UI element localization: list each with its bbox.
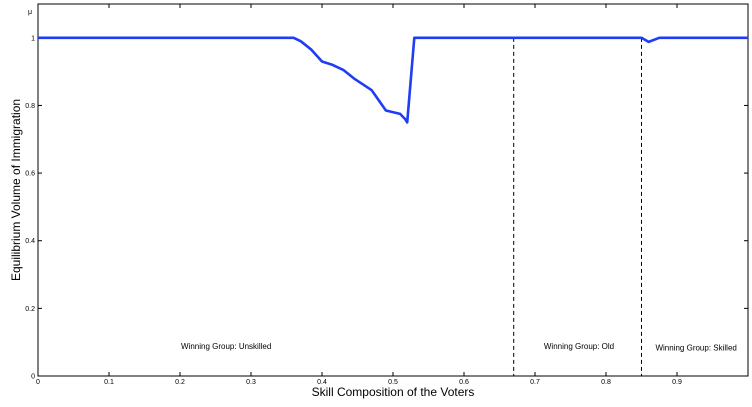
y-axis-title: Equilibrium Volume of Immigration (9, 99, 23, 281)
y-tick-label: 0.2 (25, 306, 35, 313)
axis-ticks: 0 0.1 0.2 0.3 0.4 0.5 0.6 0.7 0.8 0.9 0 0.2 0.4 0.6 0.… (25, 4, 748, 386)
annotations: Winning Group: Unskilled Winning Group: O… (181, 342, 737, 353)
series-group (38, 36, 748, 124)
x-tick-label: 0.1 (104, 379, 114, 386)
series-line (38, 36, 748, 124)
x-tick-label: 0 (36, 379, 40, 386)
x-tick-label: 0.9 (672, 379, 682, 386)
y-tick-label: 0.8 (25, 103, 35, 110)
winning-group-label: Winning Group: Old (544, 342, 614, 351)
y-tick-label: 1 (31, 35, 35, 42)
y-tick-label: 0.6 (25, 171, 35, 178)
winning-group-label: Winning Group: Unskilled (181, 342, 271, 351)
x-axis-title: Skill Composition of the Voters (312, 385, 475, 399)
region-dividers (513, 37, 642, 376)
y-tick-label: 0 (31, 374, 35, 381)
x-tick-label: 0.3 (246, 379, 256, 386)
winning-group-label: Winning Group: Skilled (655, 344, 736, 353)
x-tick-label: 0.7 (530, 379, 540, 386)
x-tick-label: 0.6 (459, 379, 469, 386)
x-tick-label: 0.2 (175, 379, 185, 386)
x-tick-label: 0.5 (388, 379, 398, 386)
x-tick-label: 0.4 (317, 379, 327, 386)
y-tick-label: 0.4 (25, 238, 35, 245)
x-tick-label: 0.8 (601, 379, 611, 386)
corner-label: μ (28, 9, 32, 16)
